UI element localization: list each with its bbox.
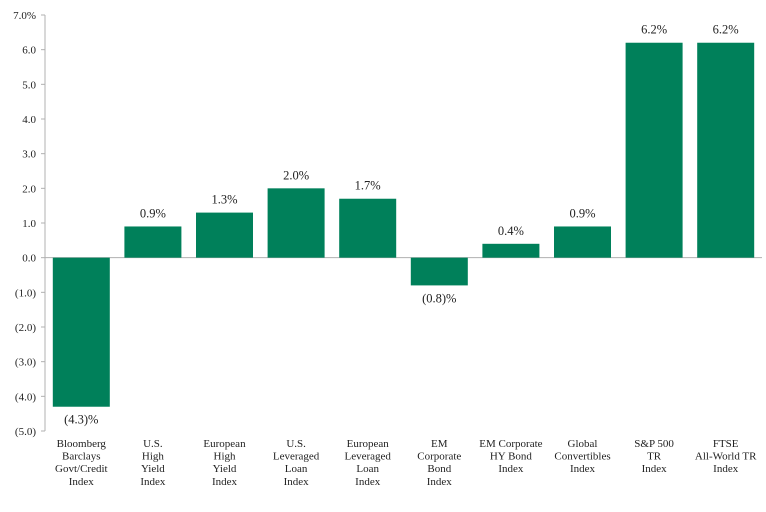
- category-label: U.S. High Yield Index: [140, 438, 166, 488]
- data-label: 6.2%: [641, 23, 667, 37]
- bar: [554, 226, 611, 258]
- category-label: U.S. Leveraged Loan Index: [273, 438, 320, 488]
- y-tick-label: (4.0): [15, 391, 36, 403]
- y-tick-label: 5.0: [22, 79, 36, 91]
- bar: [196, 212, 253, 258]
- y-tick-label: 4.0: [22, 114, 36, 126]
- bar: [52, 257, 110, 407]
- category-label: EM Corporate Bond Index: [417, 438, 461, 488]
- y-tick-label: 3.0: [22, 149, 36, 161]
- y-tick-label: (1.0): [15, 287, 36, 299]
- category-label: Global Convertibles Index: [554, 438, 610, 475]
- data-labels: (4.3)% 0.9% 1.3% 2.0% 1.7% (0.8)% 0.4% 0.9% 6.2%…: [64, 23, 739, 427]
- data-label: 1.7%: [355, 179, 381, 193]
- bar: [625, 42, 683, 258]
- data-label: 0.9%: [140, 206, 166, 220]
- bar: [339, 198, 397, 258]
- data-label: 6.2%: [713, 23, 739, 37]
- category-label: Bloomberg Barclays Govt/Credit Index: [55, 438, 108, 488]
- bar: [267, 188, 325, 258]
- y-tick-label: 6.0: [22, 45, 36, 57]
- category-label: FTSE All-World TR Index: [695, 438, 757, 475]
- data-label: (4.3)%: [64, 413, 98, 427]
- data-label: (0.8)%: [422, 291, 456, 305]
- y-tick-label: (5.0): [15, 426, 36, 438]
- y-tick-label: (2.0): [15, 322, 36, 334]
- data-label: 0.4%: [498, 224, 524, 238]
- data-label: 2.0%: [283, 168, 309, 182]
- bar: [410, 257, 468, 286]
- category-label: European High Yield Index: [203, 438, 246, 488]
- x-axis-labels: Bloomberg Barclays Govt/Credit Index U.S. Hig…: [55, 438, 757, 488]
- bar: [124, 226, 182, 258]
- category-label: S&P 500 TR Index: [634, 438, 674, 475]
- y-tick-label: 1.0: [22, 218, 36, 230]
- category-label: EM Corporate HY Bond Index: [479, 438, 542, 475]
- y-tick-label: 7.0%: [13, 10, 36, 22]
- bars: [52, 42, 755, 407]
- y-tick-label: 2.0: [22, 183, 36, 195]
- data-label: 0.9%: [569, 206, 595, 220]
- category-label: European Leveraged Loan Index: [344, 438, 391, 488]
- bar: [697, 42, 755, 258]
- bar: [482, 243, 540, 258]
- data-label: 1.3%: [211, 193, 237, 207]
- y-tick-label: 0.0: [22, 253, 36, 265]
- y-tick-label: (3.0): [15, 357, 36, 369]
